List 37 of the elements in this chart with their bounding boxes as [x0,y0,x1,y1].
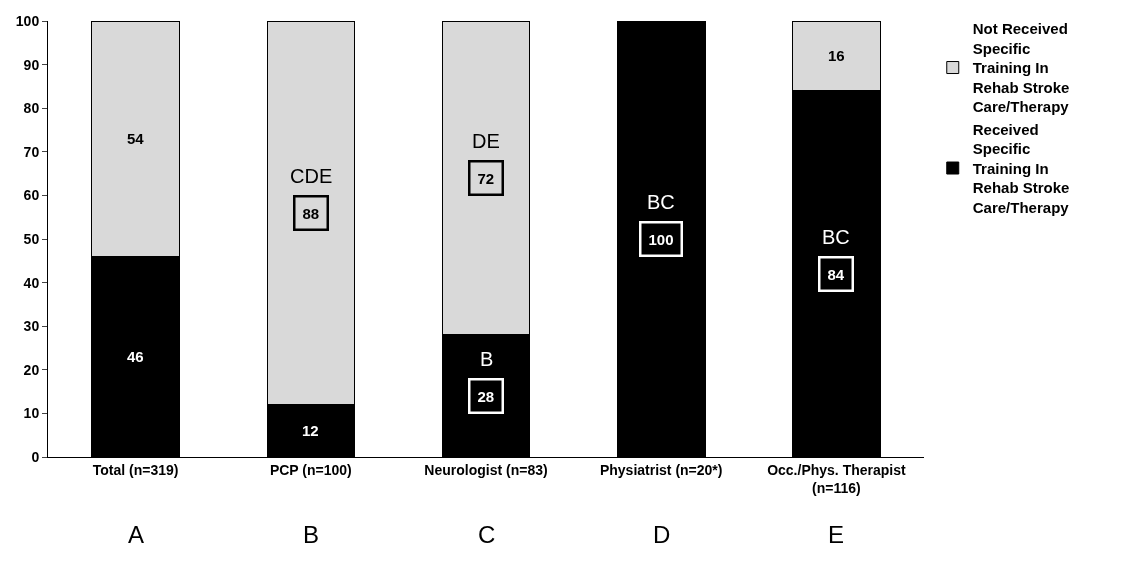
x-tick-label: Physiatrist (n=20*) [599,461,723,478]
x-tick-label: Neurologist (n=83) [424,461,548,478]
y-tick-label: 90 [23,56,40,73]
y-tick-label: 100 [15,12,40,29]
y-tick-label: 50 [23,230,40,247]
data-label: 88 [302,204,320,222]
text: E [828,521,845,548]
y-tick-label: 30 [23,318,40,335]
text: D [653,521,671,548]
annotation: BC [822,226,850,248]
text: A [128,521,145,548]
annotation: CDE [290,165,333,187]
x-tick-label: Occ./Phys. Therapist (n=116) [767,461,906,496]
data-label: 12 [302,422,319,439]
data-label: 46 [127,348,144,365]
annotation: B [480,348,494,370]
data-label: 54 [127,130,145,147]
data-label: 16 [828,47,845,64]
annotation: DE [472,130,500,152]
y-tick-label: 60 [23,187,40,204]
y-tick-label: 20 [23,361,40,378]
x-tick-label: PCP (n=100) [269,461,352,478]
text: B [303,521,320,548]
annotation: BC [647,191,675,213]
x-tick-label: Total (n=319) [92,461,179,478]
y-tick-label: 10 [23,405,40,422]
y-tick-label: 80 [23,100,40,117]
y-tick-label: 40 [23,274,40,291]
legend-label: Not Received Specific Training In Rehab Stroke Care/Therapy [972,20,1070,116]
legend-label: Received Specific Training In Rehab Stroke Care/Therapy [972,120,1070,216]
y-tick-label: 70 [23,143,40,160]
y-tick-label: 0 [31,448,40,465]
data-label: 72 [477,169,495,187]
text: C [478,521,496,548]
data-label: 28 [477,387,495,405]
data-label: 100 [648,230,674,248]
data-label: 84 [827,265,845,283]
